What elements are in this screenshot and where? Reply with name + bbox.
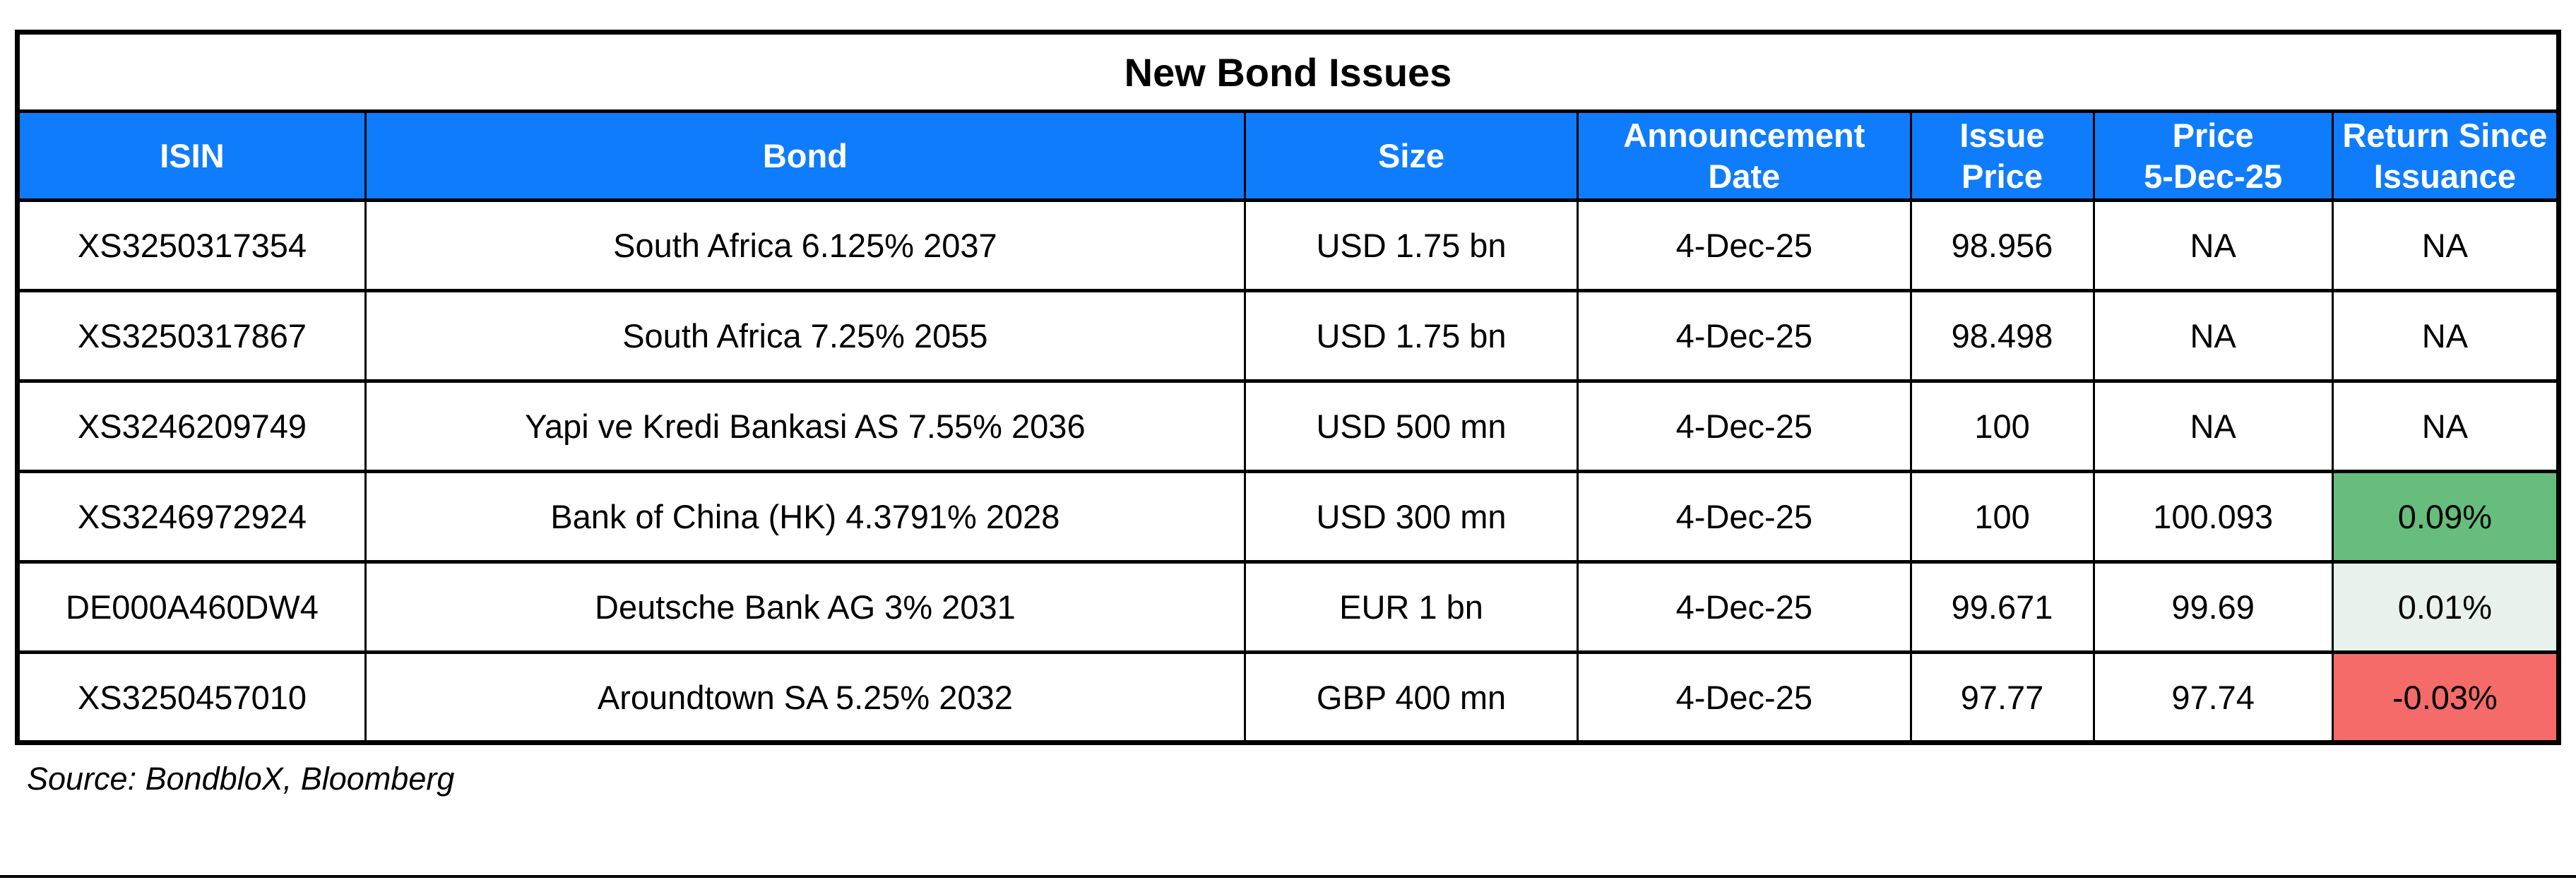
- bond-cell: South Africa 6.125% 2037: [364, 198, 1246, 292]
- table-row: XS3246209749 Yapi ve Kredi Bankasi AS 7.…: [16, 379, 2560, 473]
- table-row: XS3250457010 Aroundtown SA 5.25% 2032 GB…: [16, 650, 2560, 744]
- bond-cell: Bank of China (HK) 4.3791% 2028: [364, 470, 1246, 564]
- announcement-date-cell: 4-Dec-25: [1577, 650, 1912, 744]
- announcement-date-cell: 4-Dec-25: [1577, 198, 1912, 292]
- col-header-size: Size: [1243, 109, 1579, 202]
- col-header-bond-line1: Bond: [762, 136, 848, 174]
- title-row: New Bond Issues: [16, 30, 2560, 113]
- issue-price-cell: 100: [1909, 379, 2095, 473]
- isin-cell: DE000A460DW4: [16, 560, 367, 654]
- isin-cell: XS3250317867: [16, 289, 367, 383]
- bond-cell: Deutsche Bank AG 3% 2031: [364, 560, 1246, 654]
- source-note: Source: BondbloX, Bloomberg: [27, 761, 455, 797]
- size-cell: GBP 400 mn: [1243, 650, 1579, 744]
- return-since-issuance-cell: NA: [2331, 379, 2560, 473]
- issue-price-cell: 100: [1909, 470, 2095, 564]
- price-cell: NA: [2092, 198, 2334, 292]
- price-cell: NA: [2092, 379, 2334, 473]
- size-cell: EUR 1 bn: [1243, 560, 1579, 654]
- return-since-issuance-cell: 0.01%: [2331, 560, 2560, 654]
- col-header-return-since-issuance-line1: Return Since: [2342, 117, 2548, 155]
- issue-price-cell: 99.671: [1909, 560, 2095, 654]
- bond-cell: Yapi ve Kredi Bankasi AS 7.55% 2036: [364, 379, 1246, 473]
- return-since-issuance-cell: NA: [2331, 198, 2560, 292]
- price-cell: 97.74: [2092, 650, 2334, 744]
- size-cell: USD 1.75 bn: [1243, 289, 1579, 383]
- return-since-issuance-cell: -0.03%: [2331, 650, 2560, 744]
- table-row: DE000A460DW4 Deutsche Bank AG 3% 2031 EU…: [16, 560, 2560, 654]
- table-row: XS3250317867 South Africa 7.25% 2055 USD…: [16, 289, 2560, 383]
- issue-price-cell: 98.498: [1909, 289, 2095, 383]
- col-header-isin: ISIN: [16, 109, 367, 202]
- col-header-size-line1: Size: [1377, 136, 1445, 174]
- isin-cell: XS3246972924: [16, 470, 367, 564]
- col-header-return-since-issuance-line2: Issuance: [2373, 157, 2516, 195]
- col-header-price-5-dec-25-line2: 5-Dec-25: [2144, 157, 2283, 195]
- size-cell: USD 500 mn: [1243, 379, 1579, 473]
- col-header-issue-price-line1: Issue: [1959, 117, 2045, 155]
- return-since-issuance-cell: 0.09%: [2331, 470, 2560, 564]
- price-cell: 99.69: [2092, 560, 2334, 654]
- col-header-isin-line1: ISIN: [160, 136, 225, 174]
- bond-cell: Aroundtown SA 5.25% 2032: [364, 650, 1246, 744]
- issue-price-cell: 98.956: [1909, 198, 2095, 292]
- isin-cell: XS3250317354: [16, 198, 367, 292]
- size-cell: USD 1.75 bn: [1243, 198, 1579, 292]
- announcement-date-cell: 4-Dec-25: [1577, 379, 1912, 473]
- col-header-issue-price: Issue Price: [1909, 109, 2095, 202]
- col-header-price-5-dec-25-line1: Price: [2172, 117, 2254, 155]
- issue-price-cell: 97.77: [1909, 650, 2095, 744]
- isin-cell: XS3246209749: [16, 379, 367, 473]
- return-since-issuance-cell: NA: [2331, 289, 2560, 383]
- col-header-price-5-dec-25: Price 5-Dec-25: [2092, 109, 2334, 202]
- bond-cell: South Africa 7.25% 2055: [364, 289, 1246, 383]
- bottom-divider: [0, 875, 2576, 878]
- col-header-issue-price-line2: Price: [1961, 157, 2043, 195]
- table-row: XS3246972924 Bank of China (HK) 4.3791% …: [16, 470, 2560, 564]
- announcement-date-cell: 4-Dec-25: [1577, 470, 1912, 564]
- col-header-announcement-date-line1: Announcement: [1623, 117, 1865, 155]
- new-bond-issues-table: New Bond Issues ISIN Bond Size Announcem…: [15, 30, 2561, 745]
- size-cell: USD 300 mn: [1243, 470, 1579, 564]
- table-title: New Bond Issues: [16, 30, 2560, 113]
- col-header-announcement-date-line2: Date: [1708, 157, 1781, 195]
- price-cell: NA: [2092, 289, 2334, 383]
- header-row: ISIN Bond Size Announcement Date Issue Pri…: [16, 109, 2560, 202]
- col-header-announcement-date: Announcement Date: [1577, 109, 1912, 202]
- table-row: XS3250317354 South Africa 6.125% 2037 US…: [16, 198, 2560, 292]
- col-header-return-since-issuance: Return Since Issuance: [2331, 109, 2560, 202]
- price-cell: 100.093: [2092, 470, 2334, 564]
- announcement-date-cell: 4-Dec-25: [1577, 560, 1912, 654]
- announcement-date-cell: 4-Dec-25: [1577, 289, 1912, 383]
- col-header-bond: Bond: [364, 109, 1246, 202]
- isin-cell: XS3250457010: [16, 650, 367, 744]
